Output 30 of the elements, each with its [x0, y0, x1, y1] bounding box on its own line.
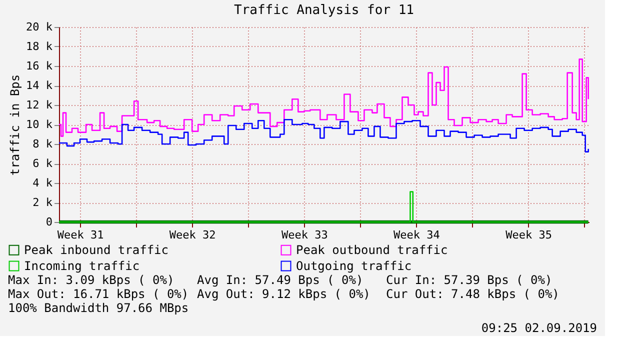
- text: Cur In: 57.39 Bps ( 0%): [386, 273, 552, 287]
- y-tick-label: 4 k: [32, 176, 53, 190]
- legend-label: Peak outbound traffic: [296, 243, 448, 258]
- x-tick-label: Week 33: [281, 228, 328, 242]
- text: Cur Out: 7.48 kBps ( 0%): [386, 287, 560, 301]
- text: 09:25 02.09.2019: [481, 321, 597, 335]
- y-tick-label: 10 k: [26, 118, 53, 131]
- y-tick-label: 20 k: [26, 20, 53, 34]
- y-tick-label: 0: [46, 216, 52, 228]
- y-tick-label: 14 k: [26, 79, 53, 92]
- y-tick-label: 18 k: [26, 40, 53, 53]
- y-tick-label: 8 k: [32, 138, 53, 150]
- text: Avg In: 57.49 Bps ( 0%): [197, 273, 364, 287]
- legend-label: Peak inbound traffic: [24, 243, 168, 258]
- legend-label: Outgoing traffic: [296, 259, 412, 273]
- x-tick-label: Week 32: [169, 228, 216, 242]
- text: Max In: 3.09 kBps ( 0%): [8, 273, 174, 287]
- y-tick-label: 16 k: [26, 60, 53, 72]
- y-axis-title: traffic in Bps: [8, 74, 22, 176]
- y-tick-label: 2 k: [32, 196, 53, 209]
- chart-title: Traffic Analysis for 11: [234, 3, 414, 18]
- legend-label: Incoming traffic: [24, 259, 140, 273]
- y-tick-label: 12 k: [26, 98, 53, 112]
- text: Avg Out: 9.12 kBps ( 0%): [197, 287, 370, 301]
- text: 100% Bandwidth 97.66 MBps: [8, 301, 189, 315]
- text: Max Out: 16.71 kBps ( 0%): [8, 287, 189, 301]
- x-tick-label: Week 31: [57, 228, 104, 242]
- y-tick-label: 6 k: [32, 157, 53, 170]
- x-tick-label: Week 35: [506, 228, 552, 242]
- x-tick-label: Week 34: [394, 228, 440, 242]
